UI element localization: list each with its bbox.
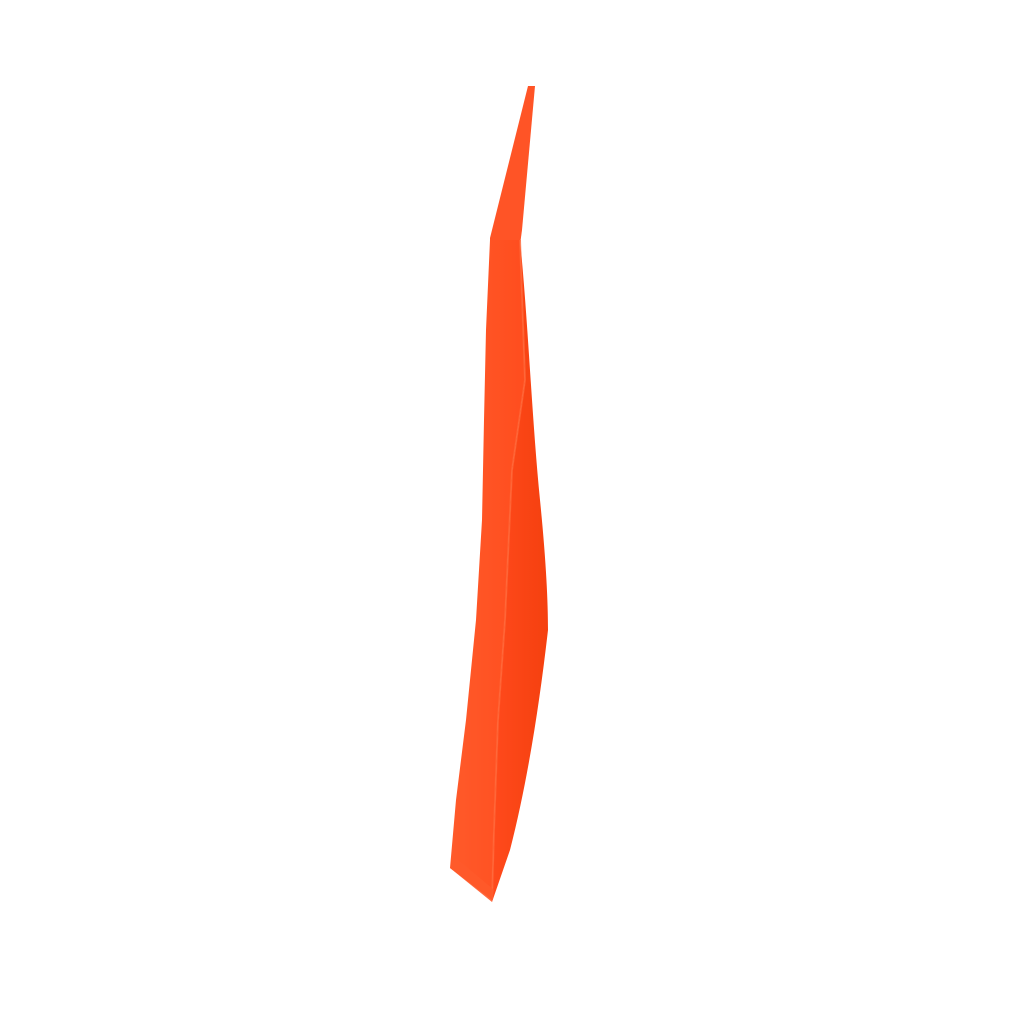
strip-front-face: [450, 240, 525, 900]
strip-tip-face: [490, 86, 535, 245]
strip-edge-highlight: [491, 239, 527, 901]
strip-side-face: [492, 240, 548, 902]
strip-bottom-bevel: [450, 858, 494, 902]
